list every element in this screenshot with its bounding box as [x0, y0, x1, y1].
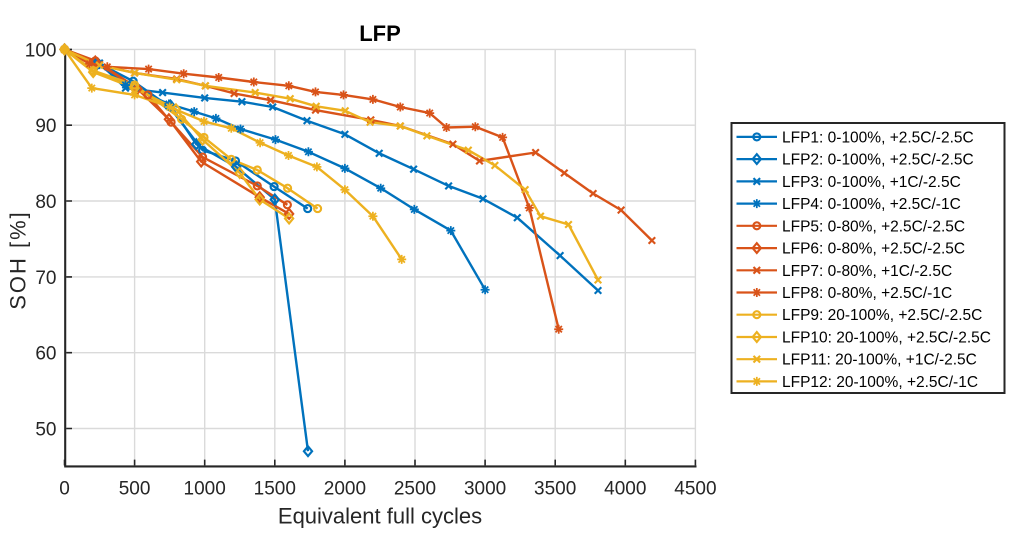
- svg-text:4000: 4000: [604, 479, 646, 500]
- svg-text:2000: 2000: [324, 479, 366, 500]
- svg-text:80: 80: [35, 192, 56, 213]
- svg-text:LFP1: 0-100%, +2.5C/-2.5C: LFP1: 0-100%, +2.5C/-2.5C: [782, 129, 974, 146]
- svg-text:3000: 3000: [464, 479, 506, 500]
- svg-text:LFP5: 0-80%, +2.5C/-2.5C: LFP5: 0-80%, +2.5C/-2.5C: [782, 218, 965, 235]
- svg-text:500: 500: [119, 479, 151, 500]
- svg-text:Equivalent full cycles: Equivalent full cycles: [278, 504, 482, 529]
- svg-text:LFP12: 20-100%, +2.5C/-1C: LFP12: 20-100%, +2.5C/-1C: [782, 374, 978, 391]
- svg-text:0: 0: [59, 479, 70, 500]
- svg-text:LFP9: 20-100%, +2.5C/-2.5C: LFP9: 20-100%, +2.5C/-2.5C: [782, 307, 982, 324]
- svg-text:2500: 2500: [394, 479, 436, 500]
- svg-text:LFP7: 0-80%, +1C/-2.5C: LFP7: 0-80%, +1C/-2.5C: [782, 263, 952, 280]
- svg-text:1000: 1000: [184, 479, 226, 500]
- svg-text:LFP11: 20-100%, +1C/-2.5C: LFP11: 20-100%, +1C/-2.5C: [782, 352, 977, 369]
- svg-text:70: 70: [35, 268, 56, 289]
- svg-text:LFP4: 0-100%, +2.5C/-1C: LFP4: 0-100%, +2.5C/-1C: [782, 196, 961, 213]
- svg-text:LFP2: 0-100%, +2.5C/-2.5C: LFP2: 0-100%, +2.5C/-2.5C: [782, 152, 974, 169]
- svg-text:100: 100: [25, 40, 57, 61]
- svg-text:50: 50: [35, 420, 56, 441]
- svg-text:1500: 1500: [254, 479, 296, 500]
- svg-text:90: 90: [35, 116, 56, 137]
- svg-text:LFP3: 0-100%, +1C/-2.5C: LFP3: 0-100%, +1C/-2.5C: [782, 174, 961, 191]
- svg-text:3500: 3500: [534, 479, 576, 500]
- svg-text:SOH [%]: SOH [%]: [6, 210, 31, 310]
- svg-text:LFP: LFP: [359, 21, 401, 46]
- svg-text:LFP10: 20-100%, +2.5C/-2.5C: LFP10: 20-100%, +2.5C/-2.5C: [782, 330, 991, 347]
- svg-text:LFP8: 0-80%, +2.5C/-1C: LFP8: 0-80%, +2.5C/-1C: [782, 285, 952, 302]
- svg-text:LFP6: 0-80%, +2.5C/-2.5C: LFP6: 0-80%, +2.5C/-2.5C: [782, 241, 965, 258]
- svg-text:4500: 4500: [674, 479, 716, 500]
- svg-text:60: 60: [35, 344, 56, 365]
